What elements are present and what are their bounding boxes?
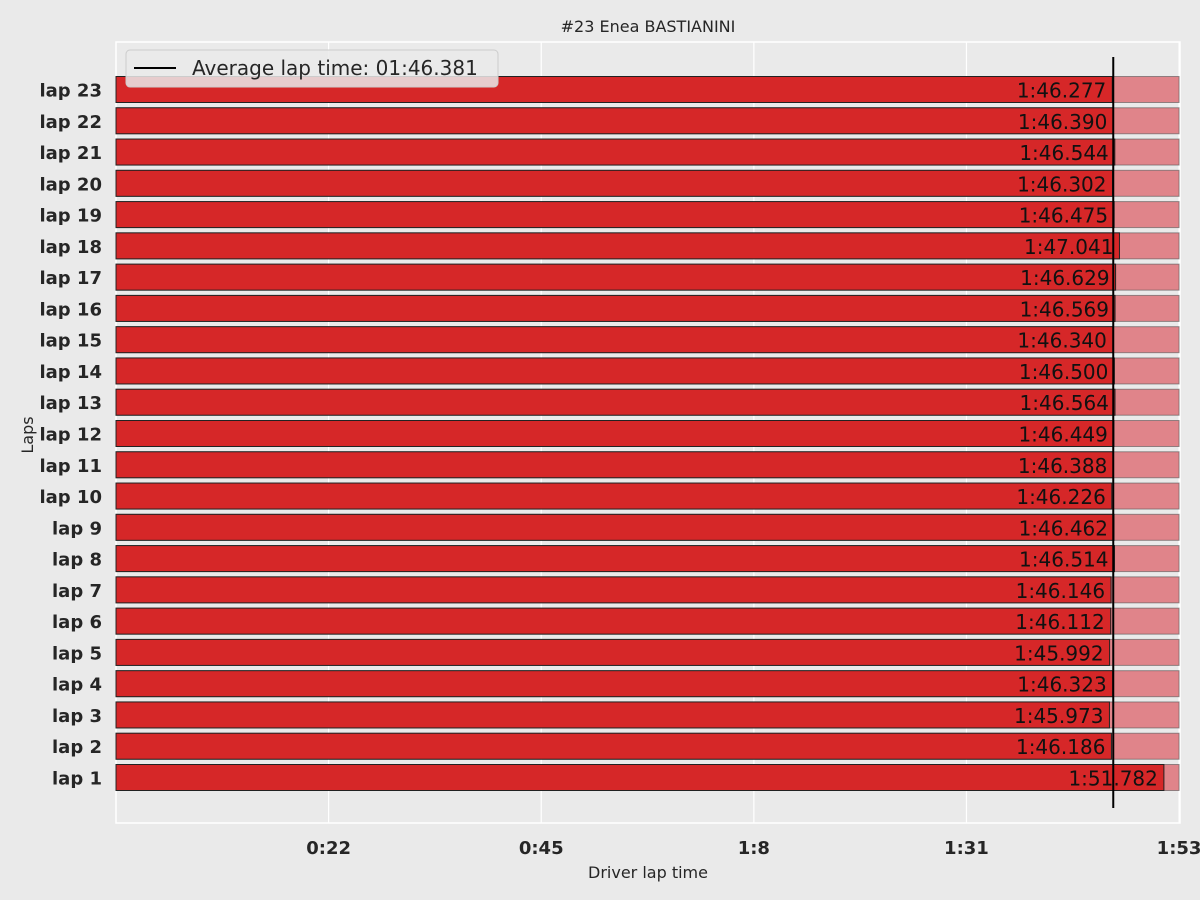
legend: Average lap time: 01:46.381 (125, 49, 499, 88)
y-tick-label: lap 14 (39, 362, 102, 383)
lap-bar (115, 607, 1112, 635)
y-tick-label: lap 1 (52, 769, 102, 790)
lap-bar (115, 732, 1112, 760)
bar-value-label: 1:47.041 (1024, 235, 1113, 259)
lap-bar (115, 232, 1120, 260)
bar-value-label: 1:46.569 (1020, 297, 1109, 321)
y-axis-label: Laps (18, 416, 37, 453)
chart-title: #23 Enea BASTIANINI (561, 17, 736, 36)
lap-bar (115, 764, 1165, 791)
y-tick-label: lap 17 (39, 268, 102, 289)
bar-value-label: 1:46.544 (1019, 141, 1108, 165)
lap-bar (115, 576, 1112, 604)
y-tick-label: lap 19 (39, 206, 102, 227)
lap-bar (115, 326, 1114, 354)
bar-value-label: 1:46.323 (1017, 673, 1106, 697)
x-tick-label: 0:22 (306, 838, 351, 859)
y-tick-label: lap 12 (39, 425, 102, 446)
lap-bar (115, 638, 1111, 666)
lap-bar (115, 294, 1116, 322)
y-tick-label: lap 22 (39, 112, 102, 133)
y-tick-label: lap 13 (39, 393, 102, 414)
lap-bar (115, 107, 1114, 135)
bar-value-label: 1:46.449 (1018, 423, 1107, 447)
x-tick-label: 0:45 (519, 838, 564, 859)
lap-bars (115, 76, 1165, 791)
bar-value-label: 1:46.390 (1018, 110, 1107, 134)
lap-bar (115, 263, 1117, 291)
y-tick-labels: lap 1 lap 2 lap 3 lap 4 lap 5 lap 6 lap 7 lap 8… (39, 81, 102, 790)
y-tick-label: lap 11 (39, 456, 102, 477)
bar-value-label: 1:46.629 (1020, 266, 1109, 290)
x-axis-label: Driver lap time (588, 863, 708, 882)
bar-value-label: 1:45.973 (1014, 704, 1103, 728)
y-tick-label: lap 20 (39, 174, 102, 195)
x-tick-label: 1:8 (738, 838, 770, 859)
y-tick-label: lap 10 (39, 487, 102, 508)
y-tick-label: lap 3 (52, 706, 102, 727)
lap-bar (115, 451, 1114, 479)
y-tick-label: lap 5 (52, 643, 102, 664)
y-tick-label: lap 7 (52, 581, 102, 602)
bar-value-label: 1:51.782 (1068, 767, 1157, 791)
y-tick-label: lap 2 (52, 737, 102, 758)
lap-bar (115, 420, 1115, 447)
y-tick-label: lap 4 (52, 675, 102, 696)
bar-value-label: 1:45.992 (1014, 641, 1103, 665)
y-tick-label: lap 6 (52, 612, 102, 633)
bar-value-label: 1:46.500 (1019, 360, 1108, 384)
lap-bar (115, 670, 1114, 698)
lap-bar (115, 201, 1115, 229)
bar-value-label: 1:46.514 (1019, 548, 1108, 572)
lap-bar (115, 513, 1115, 541)
lap-bar (115, 138, 1116, 166)
bar-value-label: 1:46.475 (1019, 204, 1108, 228)
y-tick-label: lap 16 (39, 299, 102, 320)
lap-bar (115, 545, 1116, 573)
bar-value-label: 1:46.388 (1018, 454, 1107, 478)
y-tick-label: lap 18 (39, 237, 102, 258)
lap-bar (115, 388, 1116, 416)
bar-value-label: 1:46.462 (1019, 516, 1108, 540)
bar-value-label: 1:46.146 (1016, 579, 1105, 603)
x-tick-label: 1:53 (1157, 838, 1200, 859)
y-tick-label: lap 9 (52, 518, 102, 539)
bar-value-label: 1:46.226 (1016, 485, 1105, 509)
bar-value-label: 1:46.564 (1020, 391, 1109, 415)
bar-value-label: 1:46.112 (1015, 610, 1104, 634)
y-tick-label: lap 21 (39, 143, 102, 164)
lap-bar (115, 357, 1115, 385)
bar-value-label: 1:46.186 (1016, 735, 1105, 759)
legend-average-label: Average lap time: 01:46.381 (192, 56, 478, 80)
x-tick-labels: 0:22 0:45 1:8 1:31 1:53 (306, 838, 1200, 859)
bar-value-labels: 1:51.782 1:46.186 1:45.973 1:46.323 1:45.992… (1014, 79, 1158, 791)
y-tick-label: lap 23 (39, 81, 102, 102)
y-tick-label: lap 15 (39, 331, 102, 352)
bar-value-label: 1:46.302 (1017, 172, 1106, 196)
y-tick-label: lap 8 (52, 550, 102, 571)
lap-bar (115, 169, 1114, 197)
bar-value-label: 1:46.340 (1017, 329, 1106, 353)
bar-value-label: 1:46.277 (1017, 79, 1106, 103)
lap-bar (115, 482, 1113, 510)
x-tick-label: 1:31 (944, 838, 989, 859)
legend-box (125, 49, 499, 88)
lap-bar (115, 701, 1110, 729)
